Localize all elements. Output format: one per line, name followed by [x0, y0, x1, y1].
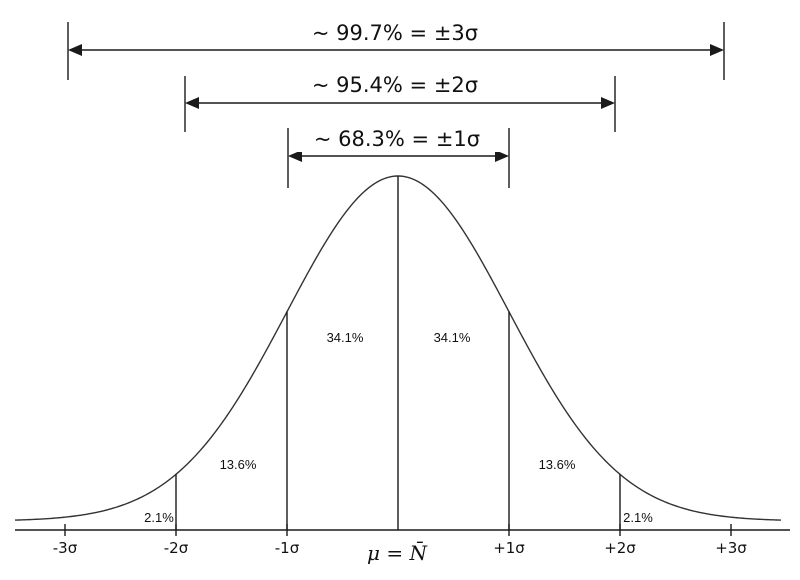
- bracket-2-label-bg: [290, 70, 500, 98]
- tick-label: +1σ: [493, 539, 525, 557]
- region-label-center-right: 34.1%: [434, 330, 471, 345]
- range-label-3-sigma: ~ 99.7% = ±3σ: [312, 21, 478, 45]
- axis-ticks: -3σ -2σ -1σ +1σ +2σ +3σ: [53, 524, 747, 557]
- region-label-tail-left: 2.1%: [144, 510, 174, 525]
- tick-label: +3σ: [715, 539, 747, 557]
- region-label-mid-right: 13.6%: [539, 457, 576, 472]
- range-bracket-3-sigma: ~ 99.7% = ±3σ: [67, 18, 725, 80]
- mean-label: μ = N̄: [367, 540, 428, 565]
- range-bracket-2-sigma: ~ 95.4% = ±2σ: [184, 70, 616, 132]
- bracket-1-label-bg: [295, 124, 500, 152]
- tick-label: -3σ: [53, 539, 78, 557]
- tick-label: +2σ: [604, 539, 636, 557]
- bracket-1-left-arrowhead: [288, 150, 302, 162]
- region-label-mid-left: 13.6%: [220, 457, 257, 472]
- range-label-2-sigma: ~ 95.4% = ±2σ: [312, 73, 478, 97]
- bracket-3-label-bg: [290, 18, 500, 46]
- region-label-tail-right: 2.1%: [623, 510, 653, 525]
- bracket-3-right-arrowhead: [710, 44, 724, 56]
- bracket-2-right-arrowhead: [601, 97, 615, 109]
- range-label-1-sigma: ~ 68.3% = ±1σ: [314, 127, 480, 151]
- bracket-1-right-arrowhead: [495, 150, 509, 162]
- range-bracket-1-sigma: ~ 68.3% = ±1σ: [287, 124, 510, 188]
- region-label-center-left: 34.1%: [327, 330, 364, 345]
- bracket-2-left-arrowhead: [185, 97, 199, 109]
- tick-label: -2σ: [164, 539, 189, 557]
- tick-label: -1σ: [275, 539, 300, 557]
- bracket-3-left-arrowhead: [68, 44, 82, 56]
